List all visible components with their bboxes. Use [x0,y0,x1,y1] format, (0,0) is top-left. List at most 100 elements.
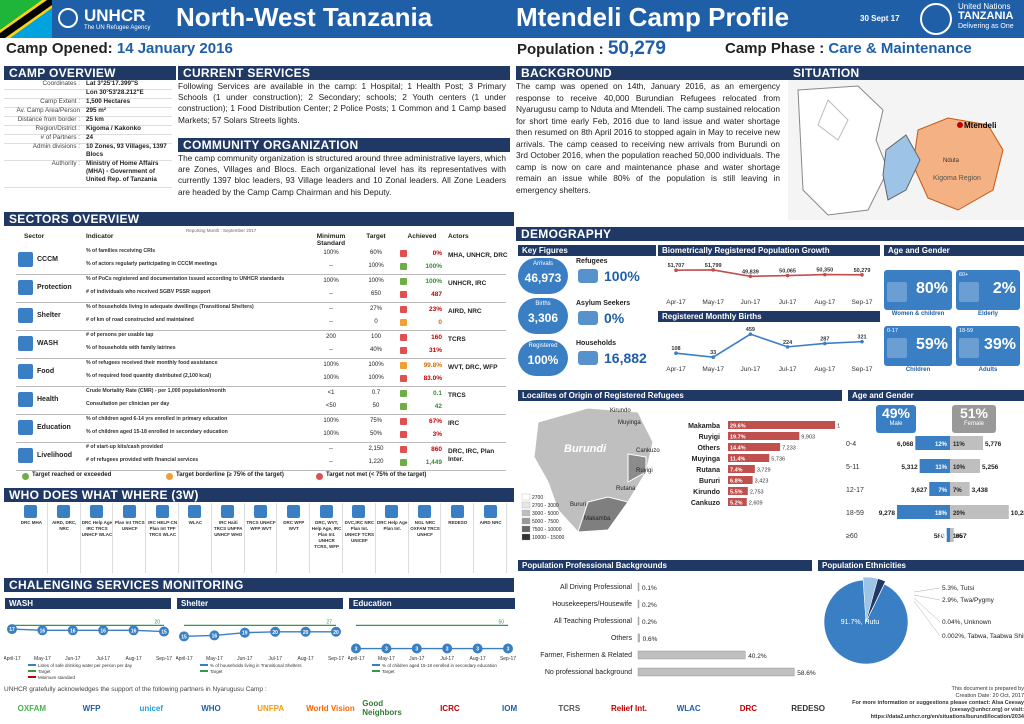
sector-target: 100% [368,362,384,368]
sectors-header-cell: Indicator [86,233,114,240]
women-children: 80% [884,270,952,310]
sector-indicator: # of persons per usable tap [86,332,154,338]
legend-label: Minimum standard [38,675,76,680]
cbi-icon [417,505,431,518]
who-partners: DRC Help Age Plan Int. [377,520,408,531]
month-label: Aug-17 [814,299,835,306]
point-label: 17 [9,627,15,633]
series-point [442,643,453,654]
leader-line [913,597,941,623]
who-does-what-grid: DRC MHA AIRD, DRC, NRC DRC Help Age IRC TR… [16,503,508,575]
series-point [159,626,169,637]
who-partners: DRC, WVT, Help Age, IRC Plan Int. UNHCR … [311,520,342,549]
footer-url-link[interactable]: https://data2.unhcr.org/en/situations/bu… [870,714,1024,720]
un-emblem-icon [920,3,952,35]
data-label: 224 [783,340,793,346]
bar [728,476,753,484]
header-title-left: North-West Tanzania [176,2,433,32]
food-icon [155,505,169,518]
bar-value-label: 7,233 [782,446,796,452]
data-label: 50,350 [816,268,833,274]
overview-label: Authority : [51,160,80,167]
data-label: 49,839 [742,269,759,275]
header-bar [0,0,1024,38]
births-chart: 108 Apr-17 33 May-17 459 Jun-17 224 Jul-17 287 Au… [666,327,873,373]
sector-actors: TCRS [448,336,466,343]
who-partners: DRC Help Age IRC TRCS UNHCF WLAC [81,520,113,537]
women-children-people-icon [887,282,907,302]
who-column: Plan Int TRCS UNHCF [114,503,147,573]
who-column: NGL NRC OXFAM TRCS UNHCF [410,503,442,573]
sector-indicator: Crude Mortality Rate (CMR) - per 1,000 p… [86,388,226,394]
sector-actors: WVT, DRC, WFP [448,364,498,371]
sector-actors: AIRD, NRC [448,308,482,315]
who-column: DVC,IRC NRC Plan Int. UNHCF TCRS UNICEF [344,503,376,573]
sectors-legend: Target reached or exceeded Target borderl… [16,472,506,482]
month-label: Sep-17 [328,656,344,662]
month-label: Jul-17 [440,656,454,662]
sector-minimum: -- [329,263,333,269]
footer-info: This document is prepared by Creation Da… [844,686,1024,721]
sector-minimum: 100% [323,375,339,381]
births-chart-title: Registered Monthly Births [658,311,880,322]
series-point [748,332,753,336]
telecom-icon [483,505,497,518]
pyramid-female: 51% Female [952,405,996,433]
bar [728,498,747,506]
overview-row: Region/District : Kigoma / Kakonko [4,125,172,135]
month-label: April-17 [4,656,21,662]
sector-target: 2,150 [368,446,384,452]
legend-label: Target reached or exceeded [32,472,112,478]
key-figures: Arrivals 46,973 Births 3,306 Registered 100% R… [518,258,658,376]
map-label-region: Kigoma Region [933,175,981,182]
bar [637,599,640,609]
who-column: TRCS UNHCF WFP WVT [246,503,278,573]
status-green-icon [400,263,407,270]
series-point [748,274,753,279]
legend-swatch [316,473,323,480]
point-label: 3 [507,647,510,653]
sector-group: WASH TCRS # of persons per usable tap 200 10… [16,331,506,359]
sectors-header-cell: Actors [448,233,469,240]
partner-logo: WLAC [676,703,701,713]
bar-category: Kirundo [693,489,720,496]
sector-icon [18,308,33,323]
series-point [381,643,392,654]
series-point [128,625,139,636]
sector-achieved: 67% [428,418,442,425]
female-pct: 11% [953,442,965,448]
month-label: Aug-17 [814,366,835,373]
adults-people-icon [959,338,979,358]
overview-label: Region/District : [35,125,80,132]
data-label: 33 [710,350,716,356]
challenge-title: WASH [5,598,171,609]
prof-category: Housekeepers/Housewife [552,601,632,608]
bar-value-label: 9,903 [801,435,815,441]
un-tanzania-logo: United Nations TANZANIA Delivering as On… [958,2,1014,30]
situation-map: Mtendeli Nduta Kigoma Region [788,80,1024,220]
month-label: Jul-17 [779,366,797,373]
sector-name: WASH [37,340,58,347]
male-value: 580 [934,533,945,540]
bar-value-label: 0.6% [643,636,658,643]
challenges-title: CHALENGING SERVICES MONITORING [4,578,514,592]
point-label: 3 [385,647,388,653]
point-label: 16 [212,633,218,639]
series-point [823,341,827,346]
map-region-label: Cankuzo [636,448,660,454]
male-bar [896,505,950,519]
bar [637,582,640,592]
bar-value-label: 58.6% [797,670,816,677]
male-value: 6,068 [897,441,914,448]
data-label: 459 [746,327,755,333]
legend-swatch [372,670,380,672]
elderly: 60+ 2% [956,270,1020,310]
legend-label: 2700 [532,495,543,501]
background-text: The camp was opened on 14th, January 201… [516,81,780,195]
overview-value: 1,500 Hectares [86,98,131,105]
sector-indicator: % of PoCs registered and documentation i… [86,276,285,282]
overview-row: Camp Extent : 1,500 Hectares [4,98,172,108]
series-point [785,273,790,278]
series-point [503,643,513,654]
sector-achieved: 3% [432,431,442,438]
